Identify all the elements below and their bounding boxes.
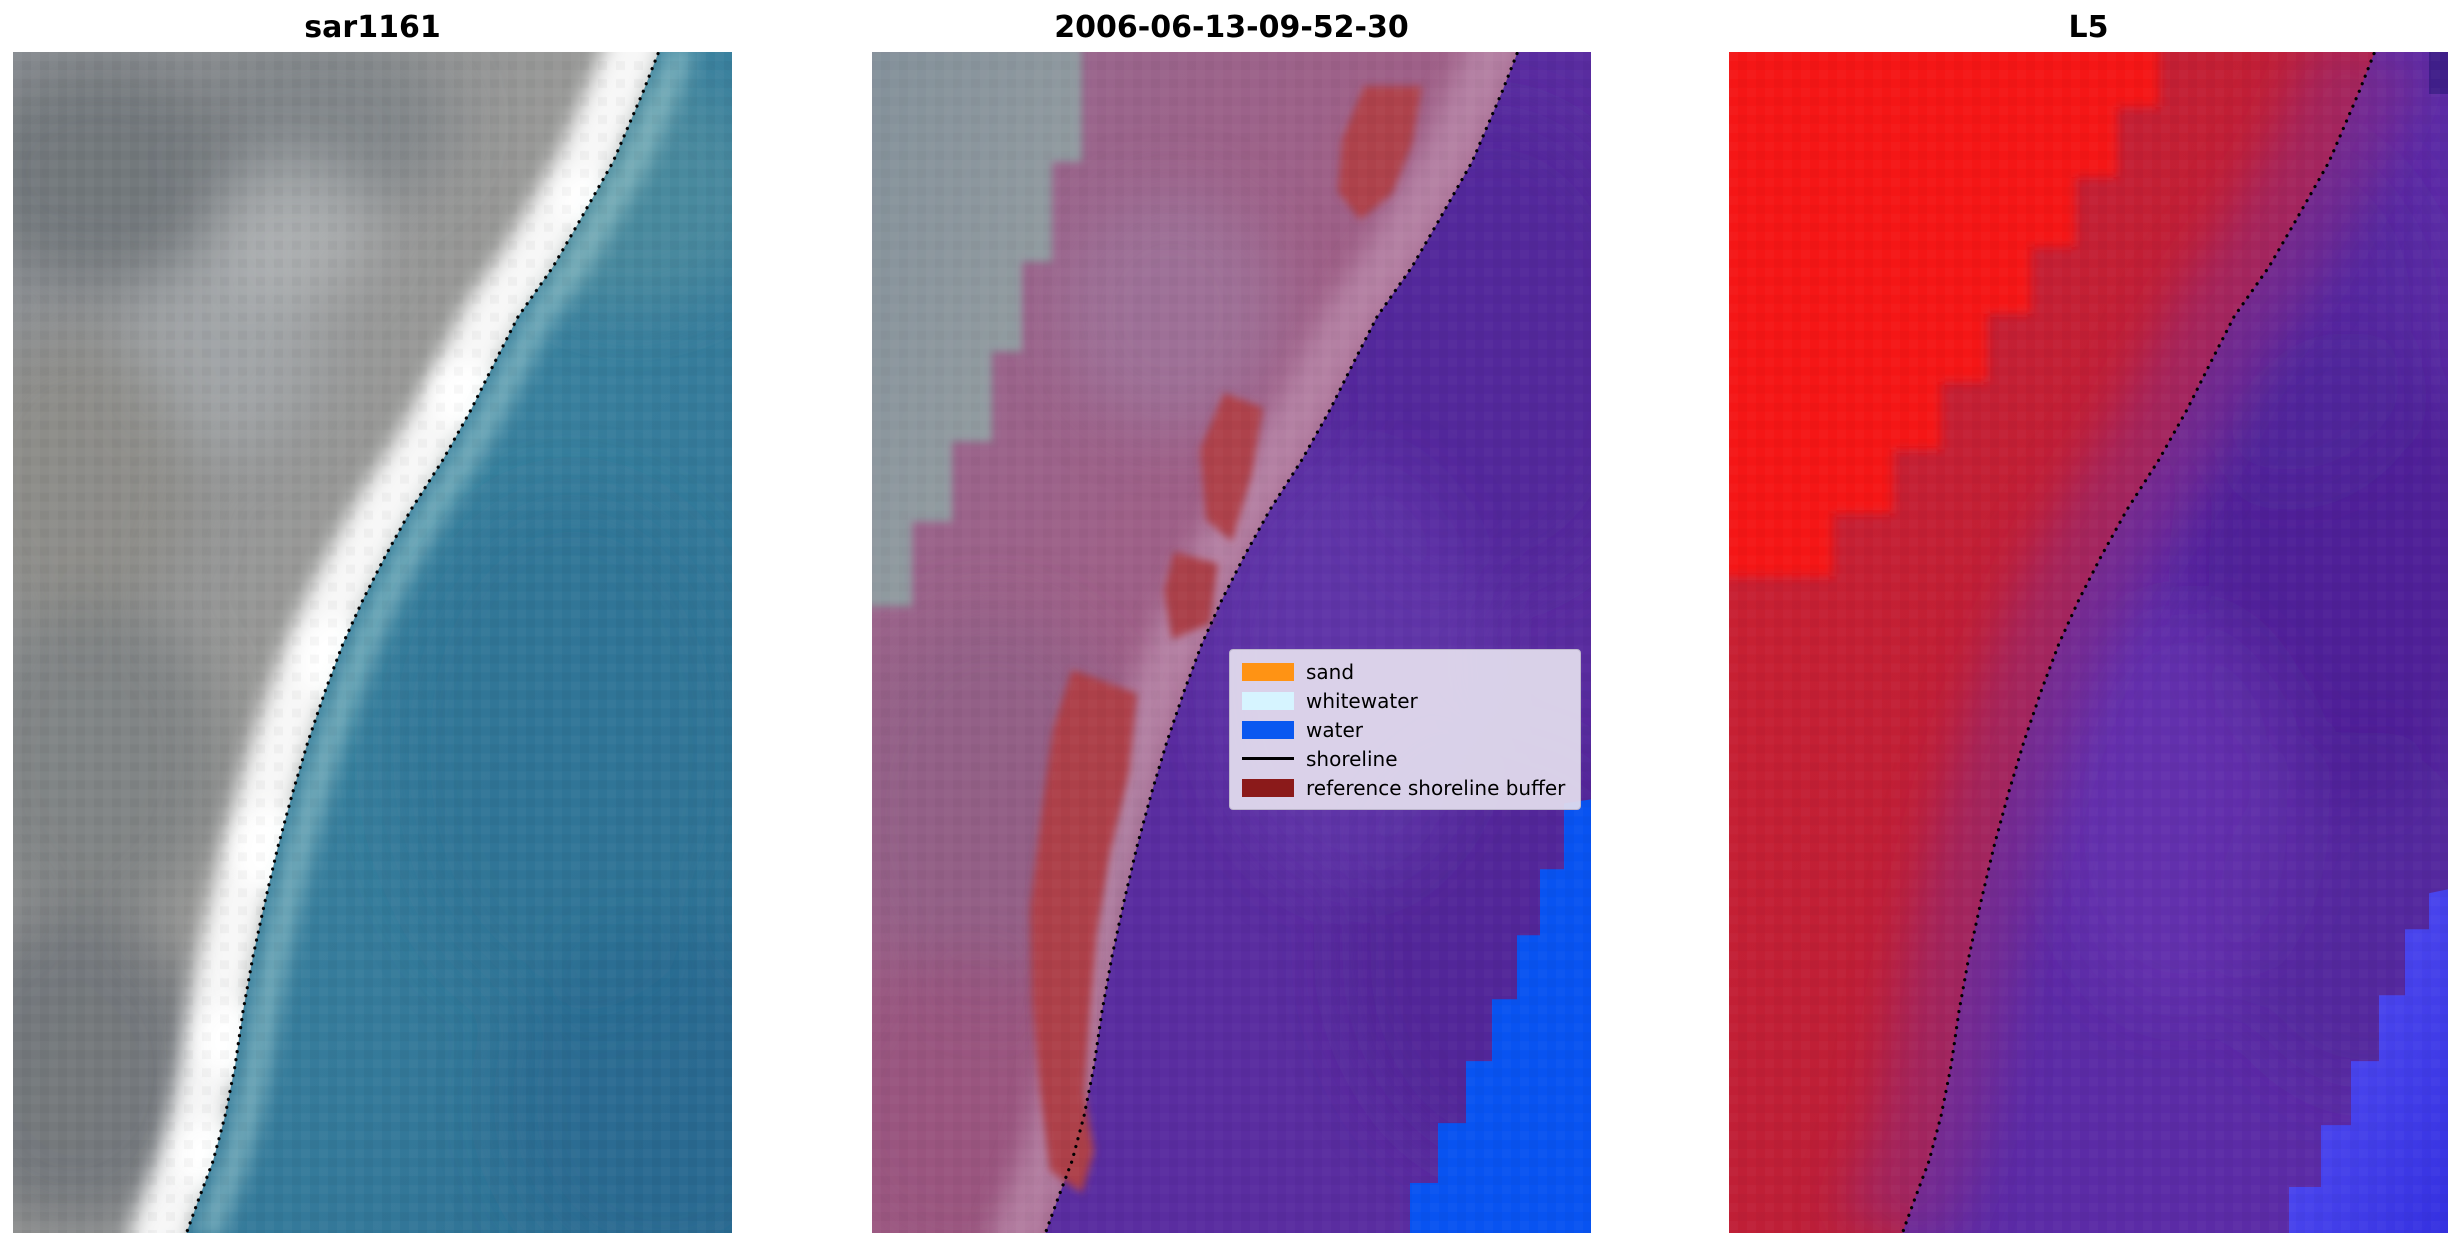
pixelation-overlay bbox=[1729, 52, 2448, 1233]
legend-item-sand: sand bbox=[1242, 659, 1568, 684]
panel-title-sar1161: sar1161 bbox=[304, 10, 441, 45]
legend-label: sand bbox=[1306, 659, 1355, 684]
legend-item-whitewater: whitewater bbox=[1242, 688, 1568, 713]
shoreline-dotted-line bbox=[1043, 52, 1520, 1233]
pixelation-overlay bbox=[13, 52, 732, 1233]
legend-item-reference-buffer: reference shoreline buffer bbox=[1242, 775, 1568, 800]
legend: sand whitewater water shoreline referenc… bbox=[1229, 649, 1581, 810]
shoreline-dotted-line bbox=[184, 52, 661, 1233]
legend-label: water bbox=[1306, 717, 1363, 742]
panel-l5 bbox=[1729, 52, 2448, 1233]
legend-label: whitewater bbox=[1306, 688, 1418, 713]
legend-item-shoreline: shoreline bbox=[1242, 746, 1568, 771]
classification-image bbox=[872, 52, 1591, 1233]
water-swatch bbox=[1242, 720, 1294, 739]
panel-sar1161 bbox=[13, 52, 732, 1233]
shoreline-dotted-line bbox=[1900, 52, 2377, 1233]
panel-title-l5: L5 bbox=[2068, 10, 2109, 45]
legend-label: shoreline bbox=[1306, 746, 1398, 771]
legend-label: reference shoreline buffer bbox=[1306, 775, 1566, 800]
legend-item-water: water bbox=[1242, 717, 1568, 742]
panel-classification: sand whitewater water shoreline referenc… bbox=[872, 52, 1591, 1233]
pixelation-overlay bbox=[872, 52, 1591, 1233]
shoreline-line-swatch bbox=[1242, 757, 1294, 760]
whitewater-swatch bbox=[1242, 691, 1294, 710]
panel-title-date: 2006-06-13-09-52-30 bbox=[1054, 10, 1409, 45]
sand-swatch bbox=[1242, 662, 1294, 681]
reference-buffer-swatch bbox=[1242, 778, 1294, 797]
sar-image bbox=[13, 52, 732, 1233]
l5-image bbox=[1729, 52, 2448, 1233]
